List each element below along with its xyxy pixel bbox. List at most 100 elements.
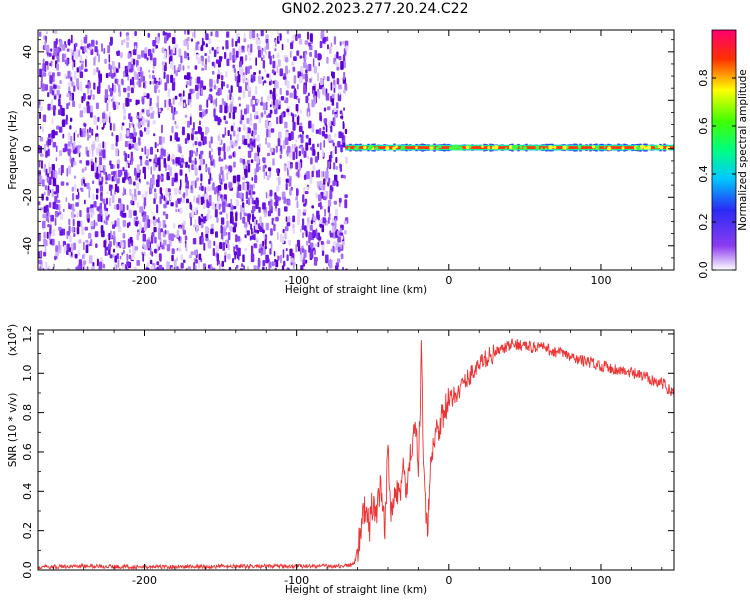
- heatmap-cell: [311, 205, 314, 209]
- heatmap-cell: [322, 183, 326, 191]
- heatmap-cell: [222, 134, 225, 138]
- heatmap-cell: [120, 269, 123, 270]
- heatmap-cell: [268, 261, 272, 269]
- heatmap-cell: [112, 123, 116, 132]
- heatmap-cell: [194, 157, 197, 164]
- heatmap-cell: [308, 63, 312, 72]
- heatmap-cell: [126, 41, 130, 48]
- heatmap-cell: [265, 43, 270, 50]
- heatmap-cell: [285, 248, 288, 252]
- heatmap-cell: [290, 42, 294, 49]
- heatmap-cell: [87, 218, 90, 223]
- heatmap-cell: [310, 146, 313, 151]
- heatmap-cell: [90, 48, 94, 55]
- heatmap-cell: [123, 108, 127, 115]
- heatmap-cell: [337, 93, 342, 102]
- heatmap-cell: [300, 228, 302, 233]
- heatmap-cell: [265, 192, 268, 199]
- heatmap-cell: [253, 243, 256, 248]
- heatmap-cell: [172, 159, 175, 165]
- heatmap-cell: [269, 109, 273, 114]
- heatmap-cell: [215, 97, 218, 107]
- heatmap-cell: [295, 150, 298, 160]
- heatmap-cell: [206, 99, 209, 108]
- heatmap-cell: [318, 62, 320, 67]
- heatmap-cell: [148, 158, 152, 162]
- heatmap-cell: [231, 95, 234, 102]
- heatmap-cell: [140, 71, 144, 80]
- heatmap-cell: [137, 54, 141, 60]
- heatmap-cell: [208, 37, 212, 44]
- heatmap-cell: [71, 186, 75, 192]
- heatmap-cell: [297, 209, 301, 217]
- heatmap-cell: [216, 78, 219, 84]
- heatmap-cell: [123, 87, 127, 93]
- heatmap-cell: [140, 111, 142, 118]
- heatmap-cell: [174, 120, 177, 125]
- heatmap-cell: [207, 209, 211, 215]
- heatmap-cell: [285, 97, 289, 104]
- heatmap-cell: [130, 87, 134, 94]
- heatmap-cell: [329, 185, 334, 192]
- heatmap-cell: [213, 62, 216, 68]
- heatmap-cell: [111, 171, 115, 176]
- heatmap-cell: [225, 164, 227, 170]
- heatmap-cell: [52, 55, 55, 60]
- heatmap-cell: [133, 188, 137, 197]
- heatmap-cell: [284, 232, 287, 240]
- top-y-tick-label: 0: [21, 145, 34, 152]
- heatmap-cell: [133, 71, 137, 80]
- heatmap-cell: [69, 125, 72, 130]
- heatmap-cell: [270, 199, 273, 207]
- heatmap-cell: [253, 183, 255, 189]
- signal-band-peak: [430, 146, 434, 150]
- signal-band-peak: [363, 145, 367, 150]
- heatmap-cell: [336, 102, 339, 109]
- bottom-y-tick-label: 0.4: [21, 483, 34, 501]
- heatmap-cell: [112, 223, 116, 229]
- heatmap-cell: [107, 45, 111, 54]
- heatmap-cell: [266, 258, 270, 262]
- colorbar-tick-label: 0.4: [697, 165, 710, 183]
- heatmap-cell: [215, 92, 219, 96]
- heatmap-cell: [303, 249, 307, 258]
- heatmap-cell: [340, 253, 344, 260]
- signal-band-peak: [553, 145, 557, 149]
- heatmap-cell: [328, 177, 331, 184]
- heatmap-cell: [104, 58, 107, 64]
- heatmap-cell: [59, 40, 63, 48]
- heatmap-cell: [249, 119, 253, 126]
- heatmap-cell: [100, 214, 103, 223]
- heatmap-cell: [253, 139, 256, 148]
- heatmap-cell: [46, 31, 48, 35]
- heatmap-cell: [64, 143, 68, 152]
- heatmap-cell: [336, 180, 339, 187]
- signal-band-peak: [367, 146, 371, 150]
- heatmap-cell: [326, 76, 330, 82]
- heatmap-cell: [260, 49, 263, 56]
- heatmap-cell: [66, 103, 69, 110]
- signal-band-peak: [591, 145, 596, 149]
- heatmap-cell: [180, 262, 184, 269]
- heatmap-cell: [275, 216, 279, 222]
- heatmap-cell: [292, 122, 295, 130]
- heatmap-cell: [87, 95, 91, 100]
- heatmap-cell: [39, 106, 43, 112]
- heatmap-cell: [45, 150, 48, 158]
- heatmap-cell: [95, 102, 99, 109]
- heatmap-cell: [151, 251, 154, 257]
- heatmap-cell: [95, 222, 98, 226]
- signal-band-peak: [392, 146, 396, 151]
- heatmap-cell: [143, 92, 147, 96]
- heatmap-cell: [193, 30, 196, 38]
- heatmap-cell: [85, 160, 90, 166]
- heatmap-cell: [262, 229, 265, 234]
- heatmap-cell: [86, 128, 89, 133]
- heatmap-cell: [304, 225, 307, 231]
- heatmap-cell: [306, 240, 308, 246]
- heatmap-cell: [119, 255, 122, 260]
- heatmap-cell: [187, 65, 190, 69]
- heatmap-cell: [232, 48, 236, 55]
- heatmap-cell: [242, 202, 245, 208]
- heatmap-cell: [90, 238, 93, 247]
